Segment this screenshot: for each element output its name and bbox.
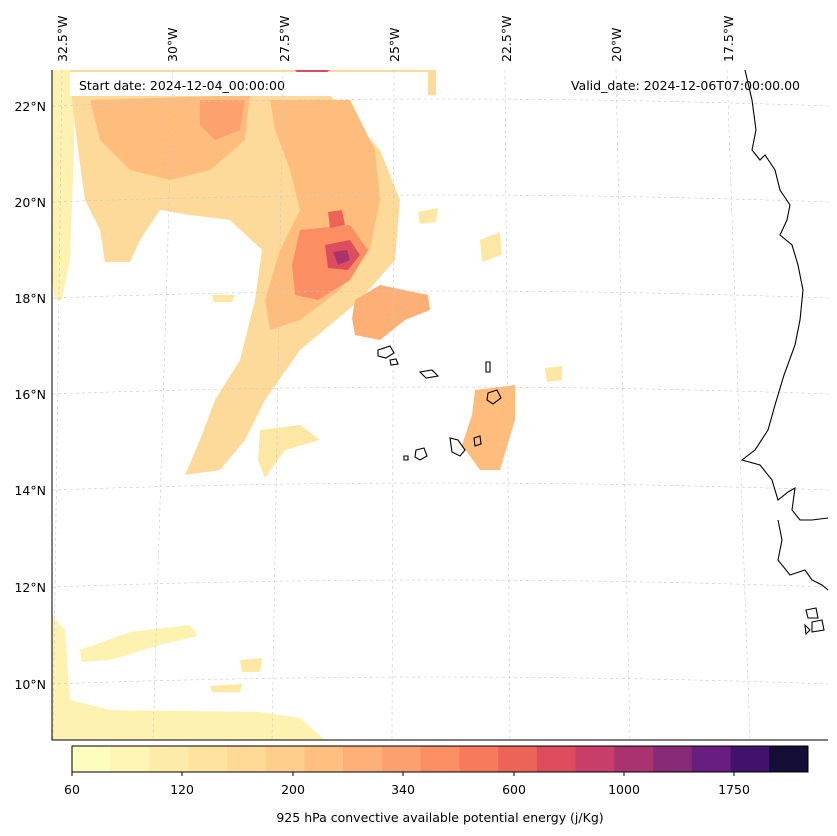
island-maio — [473, 435, 482, 447]
lon-label-30w: 30°W — [165, 27, 180, 62]
map-panel: Start date: 2024-12-04_00:00:00 Valid_da… — [51, 69, 829, 741]
lat-label-20n: 20°N — [14, 195, 46, 210]
valid-date-label: Valid_date: 2024-12-06T07:00:00.00 — [571, 78, 800, 93]
coastlines — [377, 69, 829, 636]
africa-coastline — [740, 69, 829, 521]
lat-label-18n: 18°N — [14, 291, 46, 306]
cape-patch-6 — [240, 658, 262, 672]
colorbar-frame — [71, 745, 809, 773]
island-sal — [485, 361, 491, 373]
colorbar-label-120: 120 — [170, 782, 194, 797]
colorbar-swatch — [420, 746, 460, 772]
lon-label-20w: 20°W — [609, 27, 624, 62]
cape-patch-1 — [480, 232, 502, 262]
meridian-32_5w — [52, 69, 63, 741]
lon-label-27_5w: 27.5°W — [277, 16, 292, 62]
cape-patch-3 — [545, 366, 562, 382]
cape-west-strip — [52, 70, 75, 300]
island-santo-antao — [377, 345, 395, 359]
colorbar-swatch — [614, 746, 654, 772]
colorbar-label-340: 340 — [391, 782, 415, 797]
meridian-20w — [615, 69, 631, 741]
cape-capeverde-blob — [462, 385, 515, 470]
colorbar-label-600: 600 — [502, 782, 526, 797]
lat-label-16n: 16°N — [14, 387, 46, 402]
colorbar-label-1750: 1750 — [718, 782, 750, 797]
colorbar: 60 120 200 340 600 1000 1750 925 hPa con… — [64, 745, 809, 825]
colorbar-swatch — [343, 746, 383, 772]
cape-patch-5 — [212, 295, 235, 302]
colorbar-swatch — [691, 746, 732, 772]
colorbar-swatch — [304, 746, 344, 772]
island-brava — [403, 455, 409, 461]
cape-band-max — [333, 250, 350, 265]
colorbar-swatch — [769, 746, 809, 772]
colorbar-swatch — [381, 746, 422, 772]
colorbar-swatch — [575, 746, 615, 772]
africa-coastline-south — [777, 519, 829, 591]
colorbar-swatch — [72, 746, 112, 772]
colorbar-swatch — [536, 746, 577, 772]
colorbar-label-200: 200 — [281, 782, 305, 797]
colorbar-swatch — [110, 746, 150, 772]
colorbar-swatch — [149, 746, 189, 772]
map-frame — [51, 70, 828, 741]
cape-sw-band — [80, 625, 198, 662]
colorbar-tick-labels: 60 120 200 340 600 1000 1750 — [64, 782, 750, 797]
parallel-20n — [51, 194, 829, 203]
start-date-box — [70, 72, 428, 96]
cape-nw-core-2 — [200, 100, 245, 140]
island-sao-nicolau — [418, 369, 440, 379]
cape-patch-7 — [210, 684, 242, 692]
meridian-17_5w — [726, 69, 751, 741]
colorbar-ticks — [71, 772, 735, 776]
island-santiago — [449, 437, 466, 457]
cape-field — [52, 70, 562, 740]
parallel-18n — [51, 290, 829, 299]
parallel-16n — [51, 386, 829, 395]
longitude-labels: 32.5°W 30°W 27.5°W 25°W 22.5°W 20°W 17.5… — [55, 16, 736, 62]
lon-label-17_5w: 17.5°W — [721, 16, 736, 62]
lat-label-10n: 10°N — [14, 677, 46, 692]
meridian-22_5w — [504, 69, 511, 741]
colorbar-title: 925 hPa convective available potential e… — [276, 810, 603, 825]
colorbar-swatches — [72, 746, 809, 772]
cape-sw-region — [52, 615, 325, 740]
latitude-labels: 22°N 20°N 18°N 16°N 14°N 12°N 10°N — [14, 99, 46, 692]
lat-label-22n: 22°N — [14, 99, 46, 114]
graticule — [51, 69, 829, 741]
cape-patch-4 — [258, 425, 320, 478]
island-boa-vista — [486, 389, 502, 405]
colorbar-swatch — [730, 746, 770, 772]
colorbar-swatch — [498, 746, 538, 772]
meridian-27_5w — [271, 69, 284, 741]
bijagos-islands — [804, 607, 825, 636]
cape-patch-2 — [418, 208, 438, 224]
colorbar-swatch — [653, 746, 693, 772]
island-fogo — [414, 447, 428, 461]
colorbar-swatch — [459, 746, 499, 772]
start-date-label: Start date: 2024-12-04_00:00:00 — [79, 78, 285, 93]
colorbar-swatch — [226, 746, 267, 772]
lon-label-25w: 25°W — [387, 27, 402, 62]
cape-center-blob — [352, 285, 430, 340]
colorbar-label-1000: 1000 — [608, 782, 640, 797]
parallel-10n — [51, 676, 829, 685]
lon-label-32_5w: 32.5°W — [55, 16, 70, 62]
colorbar-swatch — [188, 746, 228, 772]
meridian-25w — [391, 69, 395, 741]
island-sao-vicente — [389, 358, 399, 366]
cape-small-core — [328, 210, 345, 228]
parallel-12n — [51, 579, 829, 588]
meridian-30w — [152, 69, 174, 741]
lat-label-14n: 14°N — [14, 483, 46, 498]
colorbar-swatch — [265, 746, 305, 772]
parallel-22n — [51, 98, 829, 107]
colorbar-label-60: 60 — [64, 782, 80, 797]
lon-label-22_5w: 22.5°W — [499, 16, 514, 62]
lat-label-12n: 12°N — [14, 580, 46, 595]
parallel-14n — [51, 482, 829, 491]
